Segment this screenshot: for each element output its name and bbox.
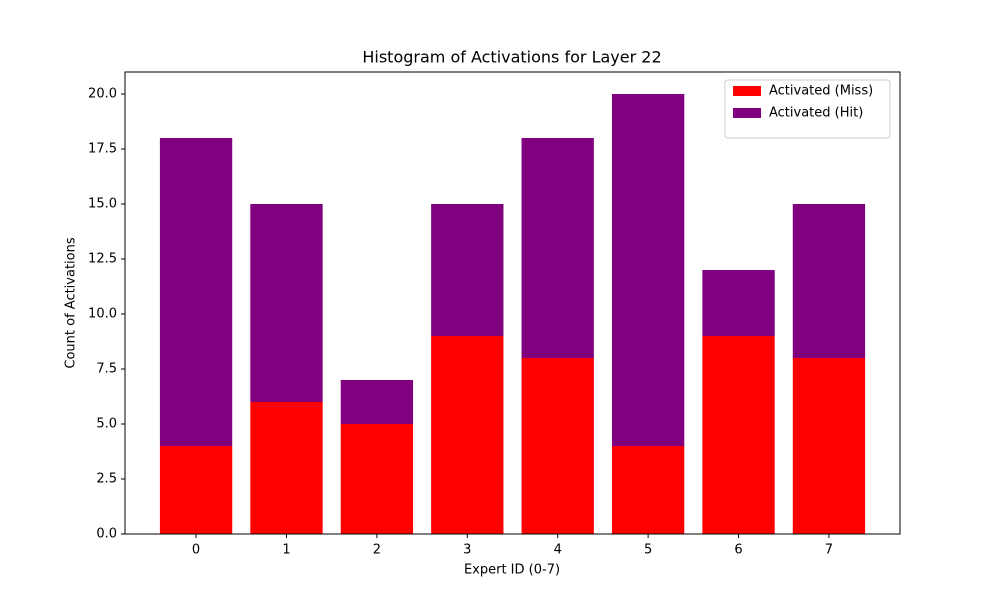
bar [340,380,414,424]
y-tick-label: 20.0 [88,87,117,102]
bar [521,138,594,358]
y-tick-label: 15.0 [88,197,117,212]
bar [611,94,685,446]
x-tick-label: 1 [282,543,290,558]
legend-label: Activated (Hit) [769,106,863,121]
bar [792,358,866,534]
y-tick-label: 7.5 [96,362,117,377]
x-axis-label: Expert ID (0-7) [464,563,560,578]
chart-title: Histogram of Activations for Layer 22 [362,48,661,67]
bar [431,204,504,336]
bar [702,270,775,336]
legend-swatch [733,86,761,96]
legend-label: Activated (Miss) [769,84,873,99]
x-tick-label: 4 [554,543,562,558]
bar [611,446,685,534]
bar [250,204,323,402]
x-tick-label: 0 [192,543,200,558]
y-tick-label: 0.0 [96,527,117,542]
y-tick-label: 5.0 [96,417,117,432]
bar [250,402,323,534]
y-tick-label: 10.0 [88,307,117,322]
legend-box [724,79,891,139]
y-tick-label: 2.5 [96,472,117,487]
x-tick-label: 2 [373,543,381,558]
bar [159,138,233,446]
y-tick-label: 17.5 [88,142,117,157]
x-tick-label: 3 [463,543,471,558]
x-tick-label: 6 [734,543,742,558]
bar [340,424,414,534]
y-tick-label: 12.5 [88,252,117,267]
legend-swatch [733,108,761,118]
y-axis-label: Count of Activations [64,237,79,368]
bar [702,336,775,534]
bar [431,336,504,534]
x-tick-label: 7 [825,543,833,558]
bar [159,446,233,534]
plot-frame [124,71,901,535]
bar [792,204,866,358]
bar [521,358,594,534]
x-tick-label: 5 [644,543,652,558]
